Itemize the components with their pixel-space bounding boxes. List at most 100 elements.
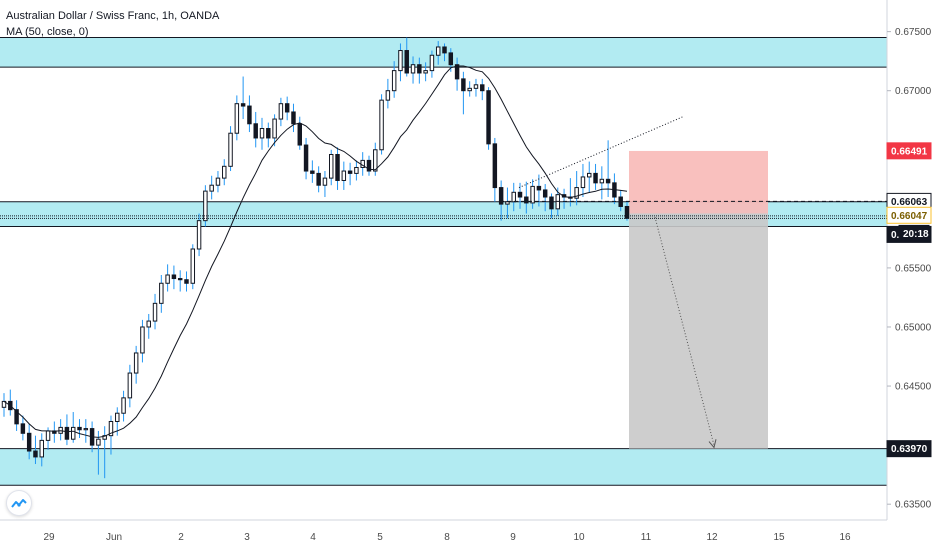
candle-body: [83, 428, 89, 431]
price-tag: 0.66491: [886, 142, 932, 160]
symbol-title[interactable]: Australian Dollar / Swiss Franc, 1h, OAN…: [6, 10, 220, 22]
candle-body: [624, 205, 630, 219]
time-tick-label: 8: [444, 532, 450, 543]
candle-body: [121, 397, 126, 414]
candle-body: [423, 70, 428, 74]
candle-body: [33, 450, 38, 458]
candle-body: [146, 320, 151, 328]
price-tag-label: 0.66047: [891, 211, 928, 222]
candle-body: [417, 64, 422, 74]
candle-body: [379, 99, 384, 151]
candle-body: [209, 184, 214, 192]
candle-body: [196, 220, 202, 250]
time-tick-label: 10: [573, 532, 585, 543]
candle-body: [284, 103, 290, 113]
candle-body: [435, 46, 441, 56]
tradingview-logo-icon[interactable]: [6, 490, 32, 516]
candle-body: [77, 426, 82, 431]
candle-body: [480, 84, 485, 92]
candle-body: [341, 170, 347, 181]
price-tick-label: 0.67500: [895, 27, 932, 38]
candle-body: [140, 326, 145, 354]
projection-arrowhead: [708, 439, 717, 449]
candle-body: [335, 153, 340, 181]
price-tick-label: 0.64500: [895, 382, 932, 393]
price-tag-label: 20:18: [903, 229, 929, 240]
candle-body: [505, 201, 510, 205]
candle-body: [385, 90, 391, 101]
candle-body: [127, 372, 133, 399]
time-tick-label: 3: [244, 532, 250, 543]
candle-body: [329, 153, 334, 179]
candle-body: [215, 177, 221, 186]
price-tag-box: [886, 142, 932, 160]
candle-body: [580, 176, 586, 189]
price-tag: 20:18: [898, 224, 930, 242]
candle-body: [461, 78, 466, 92]
time-tick-label: 11: [641, 532, 652, 543]
candle-body: [70, 426, 76, 440]
price-tag: 0.66063: [886, 192, 932, 210]
price-tick-label: 0.67000: [895, 86, 932, 97]
price-tick-label: 0.63500: [895, 500, 932, 511]
candle-body: [240, 103, 246, 107]
candle-body: [599, 178, 605, 184]
candle-body: [259, 128, 265, 139]
take-profit-area: [629, 213, 768, 449]
candle-body: [373, 149, 378, 172]
candle-body: [517, 191, 523, 198]
candle-body: [310, 170, 315, 174]
candle-body: [272, 118, 277, 139]
candle-body: [152, 302, 158, 322]
time-tick-label: 2: [178, 532, 184, 543]
candle-body: [486, 90, 491, 145]
candle-body: [253, 123, 258, 139]
candle-body: [454, 64, 460, 80]
candle-body: [39, 439, 44, 458]
candle-body: [605, 178, 611, 184]
candle-body: [165, 274, 170, 284]
price-tag-box: [898, 224, 930, 242]
candle-body: [171, 274, 177, 280]
ma-indicator-label[interactable]: MA (50, close, 0): [6, 26, 89, 38]
support-resistance-zone: [0, 448, 887, 486]
time-tick-label: 12: [706, 532, 718, 543]
stop-loss-area: [629, 150, 768, 214]
time-tick-label: 15: [773, 532, 785, 543]
candle-body: [549, 196, 554, 210]
candle-body: [530, 185, 535, 204]
price-tick-label: 0.65000: [895, 322, 932, 333]
candle-body: [115, 412, 120, 422]
candle-body: [316, 172, 321, 186]
candle-body: [442, 46, 447, 54]
projection-line: [654, 216, 715, 446]
candle-body: [498, 187, 504, 205]
time-tick-label: 9: [510, 532, 516, 543]
candle-body: [14, 409, 19, 425]
candle-body: [190, 248, 196, 284]
candle-body: [228, 132, 233, 167]
candle-body: [266, 128, 271, 139]
candle-body: [391, 70, 397, 92]
candle-body: [96, 438, 101, 446]
candle-body: [536, 185, 542, 191]
price-tag-label: 0.66491: [891, 146, 928, 157]
time-tick-label: Jun: [106, 532, 122, 543]
candle-body: [473, 84, 479, 89]
candle-body: [398, 50, 403, 72]
candle-body: [574, 187, 579, 199]
candle-body: [524, 196, 529, 204]
candle-body: [467, 87, 472, 92]
price-tag-box: [886, 440, 932, 458]
candle-body: [26, 432, 32, 452]
candle-body: [64, 426, 70, 440]
price-tag-box: [886, 206, 932, 224]
candle-body: [184, 279, 189, 284]
candle-body: [366, 159, 372, 172]
candle-body: [234, 103, 240, 134]
candle-body: [177, 278, 183, 281]
time-tick-label: 5: [377, 532, 383, 543]
moving-average-line: [3, 65, 628, 438]
candle-body: [511, 191, 516, 203]
